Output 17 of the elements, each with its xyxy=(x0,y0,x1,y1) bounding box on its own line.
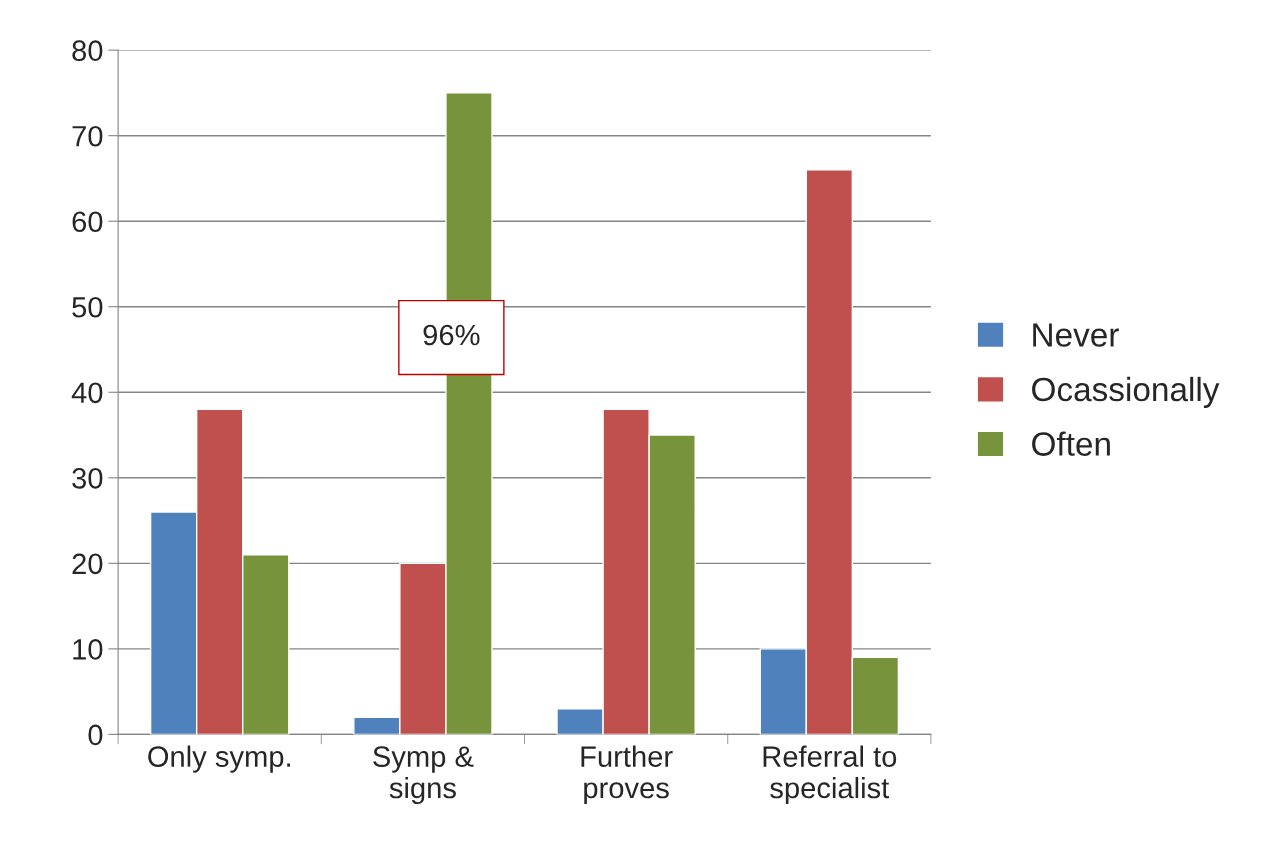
legend-label: Never xyxy=(1033,323,1119,347)
y-tick-label: 10 xyxy=(73,639,103,660)
x-tick-label: Referral to specialist xyxy=(763,745,897,805)
x-tick-label: Only symp. xyxy=(148,745,290,773)
y-tick-label: 0 xyxy=(88,724,103,746)
y-tick-label: 20 xyxy=(72,553,103,575)
y-tick-label: 70 xyxy=(72,125,103,147)
x-tick-label: Symp & signs xyxy=(373,746,474,805)
y-tick-label: 60 xyxy=(72,211,103,233)
legend-label: Often xyxy=(1032,431,1110,456)
x-tick-label: Further proves xyxy=(581,745,673,805)
annotation: 96% xyxy=(423,324,480,346)
y-tick-label: 50 xyxy=(72,296,103,318)
y-tick-label: 40 xyxy=(71,382,103,404)
legend-label: Ocassionally xyxy=(1032,376,1220,408)
y-tick-label: 30 xyxy=(72,468,103,489)
y-tick-label: 80 xyxy=(72,40,103,62)
